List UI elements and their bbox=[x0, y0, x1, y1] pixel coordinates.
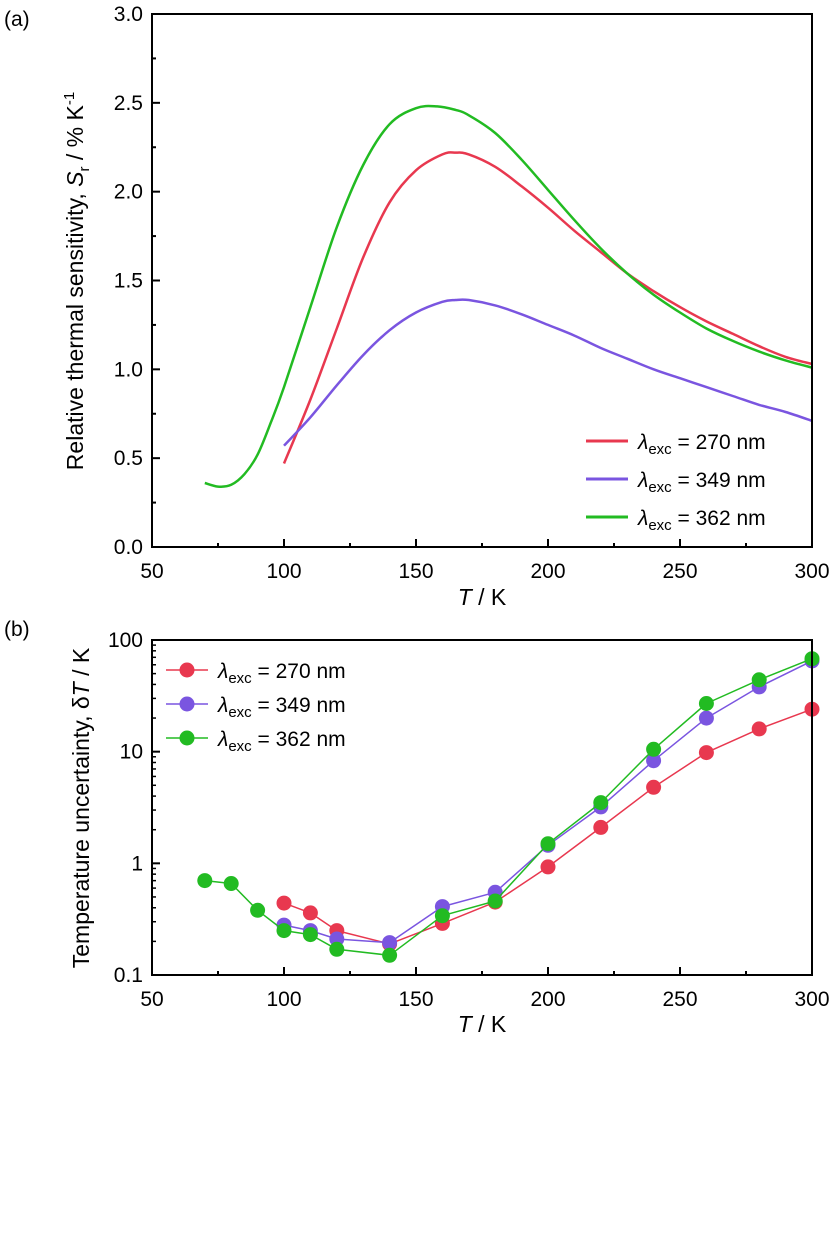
data-point-362-nm bbox=[540, 836, 556, 852]
data-point-362-nm bbox=[302, 927, 318, 943]
panel-a-letter: (a) bbox=[4, 8, 30, 31]
x-tick-label: 300 bbox=[794, 560, 829, 583]
panel-a-x-axis-label: T / K bbox=[458, 584, 507, 610]
x-tick-label: 200 bbox=[530, 560, 565, 583]
panel-a: (a) 50 100 150 200 250 300 0.0 0.5 1.0 1.5 2.0 2.5… bbox=[4, 3, 830, 610]
y-tick-label: 1.0 bbox=[114, 358, 143, 381]
data-point-349-nm bbox=[698, 710, 714, 726]
data-point-270-nm bbox=[751, 721, 767, 737]
panel-a-x-axis: 50 100 150 200 250 300 bbox=[140, 539, 830, 583]
y-tick-label: 3.0 bbox=[114, 3, 143, 26]
y-tick-label: 0.0 bbox=[114, 536, 143, 559]
data-point-362-nm bbox=[329, 941, 345, 957]
panel-b-y-axis-label: Temperature uncertainty, δT / K bbox=[68, 647, 94, 968]
x-tick-label: 150 bbox=[398, 560, 433, 583]
legend-marker-362-nm bbox=[179, 730, 195, 746]
data-point-362-nm bbox=[646, 741, 662, 757]
data-point-362-nm bbox=[593, 795, 609, 811]
panel-b-y-axis: 0.1 1 10 100 bbox=[108, 629, 160, 987]
x-tick-label: 250 bbox=[662, 560, 697, 583]
panel-a-series-lines bbox=[204, 104, 813, 488]
x-tick-label: 300 bbox=[794, 988, 829, 1011]
x-tick-label: 150 bbox=[398, 988, 433, 1011]
data-point-362-nm bbox=[382, 947, 398, 963]
data-point-362-nm bbox=[698, 696, 714, 711]
legend-label-362-nm: λexc = 362 nm bbox=[217, 728, 346, 755]
data-point-349-nm bbox=[382, 935, 398, 951]
panel-b-legend: λexc = 270 nm λexc = 349 nm λexc = 362 nm bbox=[166, 660, 346, 755]
data-point-270-nm bbox=[302, 905, 318, 921]
legend-label-270-nm: λexc = 270 nm bbox=[217, 660, 346, 687]
y-tick-label: 10 bbox=[120, 741, 143, 764]
x-tick-label: 100 bbox=[266, 988, 301, 1011]
legend-marker-270-nm bbox=[179, 662, 195, 678]
data-point-349-nm bbox=[646, 753, 662, 769]
y-tick-label: 1 bbox=[131, 852, 143, 875]
x-tick-label: 100 bbox=[266, 560, 301, 583]
x-tick-label: 200 bbox=[530, 988, 565, 1011]
y-tick-label: 1.5 bbox=[114, 270, 143, 293]
panel-a-legend: λexc = 270 nm λexc = 349 nm λexc = 362 nm bbox=[586, 431, 766, 534]
data-point-270-nm bbox=[646, 779, 662, 795]
x-tick-label: 50 bbox=[140, 560, 163, 583]
panel-b-x-axis-label: T / K bbox=[458, 1011, 507, 1037]
panel-a-y-axis: 0.0 0.5 1.0 1.5 2.0 2.5 3.0 bbox=[114, 3, 160, 559]
data-point-270-nm bbox=[276, 895, 292, 911]
data-point-349-nm bbox=[329, 931, 345, 947]
legend-label-349-nm: λexc = 349 nm bbox=[637, 469, 766, 496]
data-point-362-nm bbox=[250, 902, 266, 918]
series-line-362-nm bbox=[204, 104, 813, 488]
data-point-362-nm bbox=[197, 873, 213, 889]
data-point-270-nm bbox=[593, 819, 609, 835]
y-tick-label: 0.1 bbox=[114, 964, 143, 987]
y-tick-label: 2.0 bbox=[114, 181, 143, 204]
data-point-362-nm bbox=[434, 908, 450, 924]
legend-marker-349-nm bbox=[179, 696, 195, 712]
panel-b-x-axis: 50 100 150 200 250 300 bbox=[140, 967, 830, 1011]
series-line-270-nm bbox=[282, 151, 813, 464]
x-tick-label: 250 bbox=[662, 988, 697, 1011]
legend-label-270-nm: λexc = 270 nm bbox=[637, 431, 766, 458]
panel-b-letter: (b) bbox=[4, 618, 30, 641]
series-line-349-nm bbox=[283, 298, 813, 447]
panel-b-series-lines bbox=[197, 651, 820, 963]
y-tick-label: 2.5 bbox=[114, 92, 143, 115]
data-point-270-nm bbox=[540, 859, 556, 875]
data-point-270-nm bbox=[698, 745, 714, 761]
data-point-362-nm bbox=[223, 876, 239, 891]
data-point-362-nm bbox=[276, 923, 292, 939]
y-tick-label: 100 bbox=[108, 629, 143, 652]
x-tick-label: 50 bbox=[140, 988, 163, 1011]
legend-label-349-nm: λexc = 349 nm bbox=[217, 694, 346, 721]
y-tick-label: 0.5 bbox=[114, 447, 143, 470]
panel-b: (b) 50 100 150 200 250 300 0.1 1 10 100 T / K Te… bbox=[4, 618, 830, 1037]
data-point-362-nm bbox=[751, 672, 767, 688]
panel-a-y-axis-label: Relative thermal sensitivity, Sr / % K-1 bbox=[61, 92, 93, 470]
legend-label-362-nm: λexc = 362 nm bbox=[637, 507, 766, 534]
data-point-362-nm bbox=[487, 893, 503, 909]
